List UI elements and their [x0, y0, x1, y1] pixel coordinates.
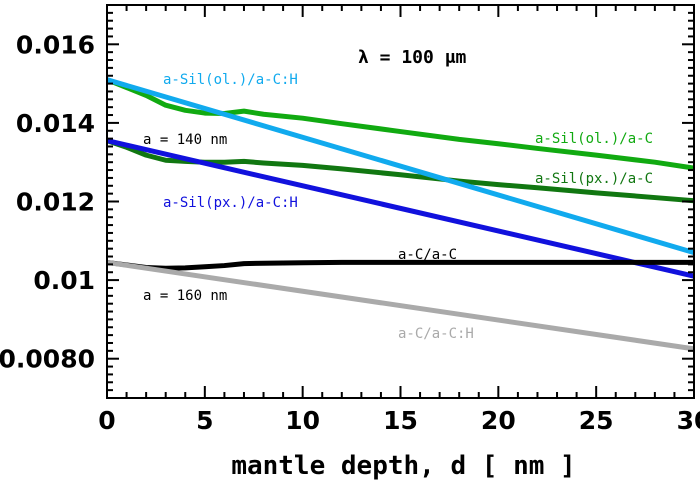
series-label-a-sil-px-a-c: a-Sil(px.)/a-C: [535, 171, 653, 187]
series-label-a-c-a-c: a-C/a-C: [398, 247, 457, 263]
series-line-a-c-a-c: [106, 259, 694, 271]
series-label-a-sil-ol-a-c-h: a-Sil(ol.)/a-C:H: [163, 72, 298, 88]
series-line-a-sil-ol-a-c-h: [106, 77, 695, 255]
series-line-a-sil-ol-a-c: [106, 77, 695, 171]
x-tick-label: 5: [196, 406, 213, 435]
series-label-a-c-a-c-h: a-C/a-C:H: [398, 326, 474, 342]
series-line-a-sil-px-a-c-h: [106, 138, 695, 279]
x-axis-title: mantle depth, d [ nm ]: [231, 451, 575, 481]
series-label-a-sil-ol-a-c: a-Sil(ol.)/a-C: [535, 131, 653, 147]
y-tick-label: 0.01: [33, 266, 95, 295]
ticks-group: [106, 4, 695, 399]
x-tick-label: 15: [383, 406, 418, 435]
x-tick-label: 0: [98, 406, 115, 435]
y-tick-label: 0.0080: [0, 345, 95, 374]
series-label-a-sil-px-a-c-h: a-Sil(px.)/a-C:H: [163, 195, 298, 211]
y-tick-label: 0.014: [16, 109, 95, 138]
labels-group: 0 5 10 15 20 25 30 0.0080 0.01 0.012 0.014 0.016 λ =…: [0, 30, 700, 435]
series-group: [106, 77, 695, 352]
annotation-label: λ = 100 μm: [358, 47, 467, 68]
annotation-label: a = 140 nm: [143, 132, 227, 148]
x-tick-label: 20: [481, 406, 516, 435]
annotation-label: a = 160 nm: [143, 288, 227, 304]
x-tick-label: 10: [285, 406, 320, 435]
y-tick-label: 0.016: [16, 30, 95, 59]
series-line-a-c-a-c-h: [106, 259, 695, 352]
series-line-a-sil-px-a-c: [106, 138, 695, 204]
x-tick-label: 25: [579, 406, 614, 435]
y-tick-label: 0.012: [16, 188, 95, 217]
x-tick-label: 30: [677, 406, 700, 435]
